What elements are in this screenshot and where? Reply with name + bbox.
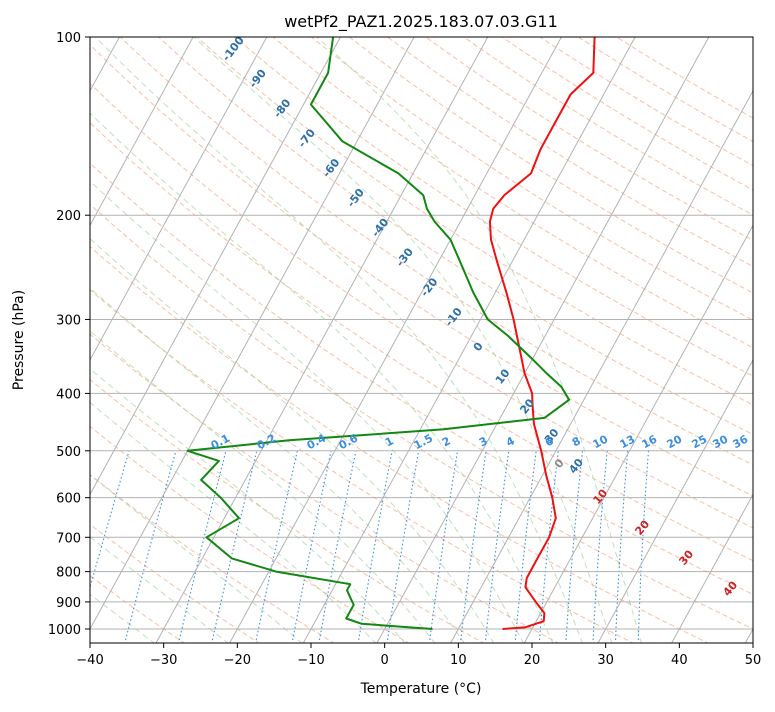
y-axis-label: Pressure (hPa) (11, 290, 27, 390)
y-tick-label: 100 (56, 31, 81, 46)
y-tick-label: 400 (56, 387, 81, 402)
y-tick-label: 600 (56, 492, 81, 507)
x-tick-label: 20 (524, 653, 541, 668)
y-tick-label: 900 (56, 596, 81, 611)
x-tick-label: 0 (381, 653, 389, 668)
chart-title: wetPf2_PAZ1.2025.183.07.03.G11 (284, 12, 558, 32)
x-tick-label: 40 (671, 653, 688, 668)
x-tick-label: −40 (76, 653, 103, 668)
x-tick-label: −30 (150, 653, 177, 668)
x-tick-label: −20 (224, 653, 251, 668)
x-tick-label: −10 (297, 653, 324, 668)
y-tick-label: 1000 (48, 623, 81, 638)
y-tick-label: 200 (56, 209, 81, 224)
x-tick-label: 30 (597, 653, 614, 668)
x-tick-label: 50 (745, 653, 762, 668)
y-tick-label: 800 (56, 566, 81, 581)
y-tick-label: 300 (56, 313, 81, 328)
y-tick-label: 500 (56, 445, 81, 460)
y-tick-label: 700 (56, 531, 81, 546)
x-axis-label: Temperature (°C) (360, 681, 482, 697)
x-tick-label: 10 (450, 653, 467, 668)
